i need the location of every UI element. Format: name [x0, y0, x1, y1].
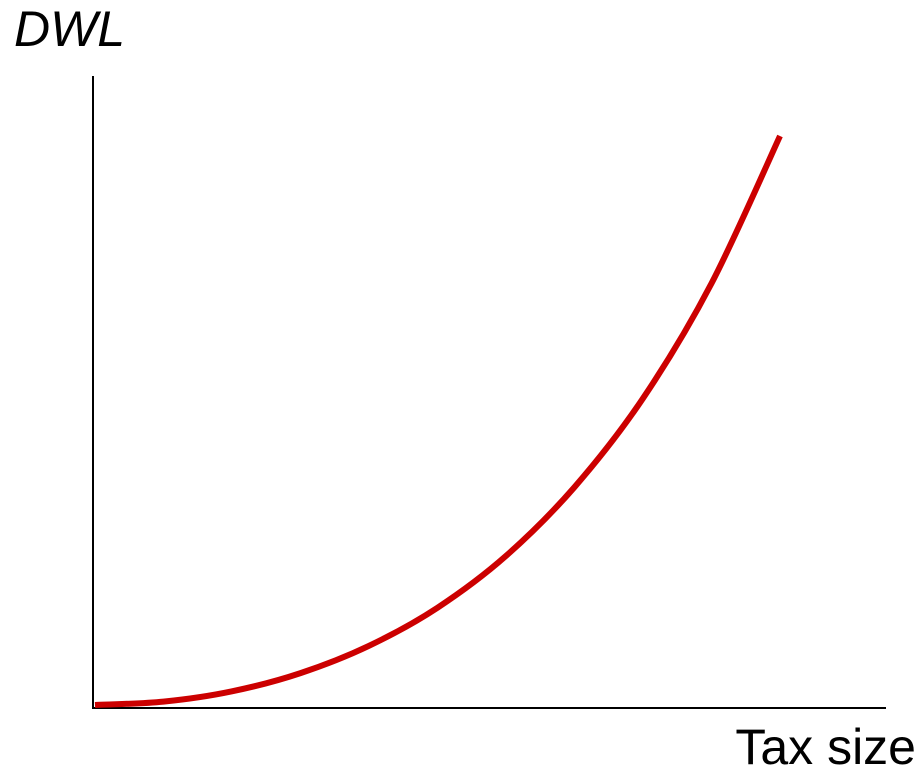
x-axis-label: Tax size: [735, 719, 916, 775]
dwl-curve-line: [94, 134, 783, 708]
series-layer: [94, 134, 783, 708]
y-axis-label: DWL: [14, 1, 126, 57]
